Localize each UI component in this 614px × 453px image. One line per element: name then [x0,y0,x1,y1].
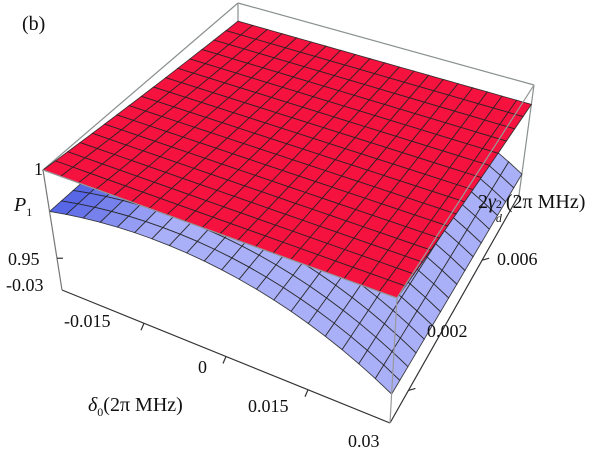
x-tick-label: 0.015 [248,396,289,416]
y-label-sub: d [495,211,502,225]
box-edge [389,297,398,424]
z-tick-label: 1 [34,159,43,179]
x-tick [304,389,309,397]
box-edge [42,169,398,299]
x-tick-label: 0 [198,357,207,377]
panel-label: (b) [22,13,46,35]
y-label-sup: 2 [495,197,502,211]
y-tick [481,257,490,261]
x-axis-label: δ0(2π MHz) [88,395,183,418]
x-tick-label: -0.015 [64,311,111,331]
y-label-symbol: γ [488,191,496,213]
y-tick [408,387,416,392]
y-axis-line [389,194,520,424]
x-tick-label: -0.03 [6,275,44,295]
z-axis-line [42,169,63,291]
z-label-sub: 1 [26,205,33,219]
x-tick [222,356,227,364]
x-label-symbol: δ [88,394,98,416]
y-label-unit: (2π MHz) [505,191,586,213]
x-tick-label: 0.03 [348,431,380,451]
box-edge [237,2,535,86]
x-label-unit: (2π MHz) [103,394,183,416]
box-edge [396,84,535,299]
z-tick-label: 0.95 [8,249,40,269]
z-label-main: P [14,194,27,216]
x-label-sub: 0 [97,405,104,419]
y-axis-label: 2γ 2 d (2π MHz) [478,191,586,224]
box-edge [42,2,239,171]
z-axis-label: P1 [14,195,32,218]
y-label-prefix: 2 [478,191,488,213]
box-edge [518,84,535,196]
y-tick-label: 0.002 [427,321,468,341]
x-tick [140,323,145,331]
blue-surface-cell [374,364,401,395]
y-tick-label: 0.006 [497,249,538,269]
